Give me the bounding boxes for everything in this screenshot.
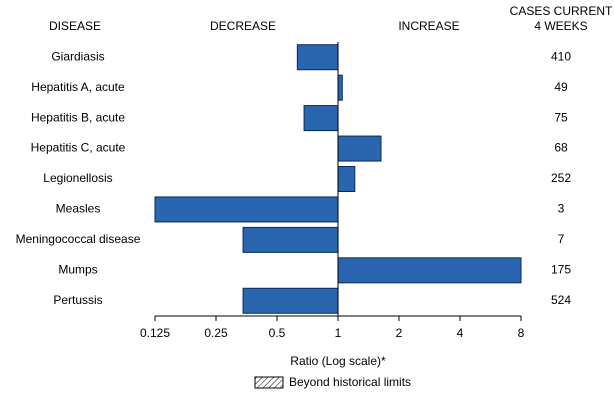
bar	[154, 196, 339, 223]
category-label: Mumps	[58, 263, 97, 277]
bar	[337, 166, 356, 192]
category-label: Hepatitis B, acute	[31, 110, 125, 124]
cases-value: 49	[554, 80, 568, 94]
x-axis-label: Ratio (Log scale)*	[290, 354, 386, 368]
header-decrease: DECREASE	[210, 19, 276, 33]
legend-label: Beyond historical limits	[289, 375, 411, 389]
category-label: Meningococcal disease	[16, 232, 141, 246]
cases-value: 410	[551, 49, 571, 63]
header-cases: CASES CURRENT	[510, 4, 613, 18]
category-label: Hepatitis A, acute	[31, 80, 125, 94]
category-label: Hepatitis C, acute	[31, 141, 126, 155]
x-tick-label: 0.125	[140, 326, 170, 340]
x-tick-label: 4	[457, 326, 464, 340]
bar	[242, 226, 339, 253]
bar	[303, 105, 339, 132]
bar	[337, 257, 522, 284]
x-tick-label: 1	[335, 326, 342, 340]
bar	[242, 287, 339, 314]
category-label: Pertussis	[53, 293, 102, 307]
x-tick-label: 0.25	[204, 326, 228, 340]
bar	[296, 44, 339, 71]
x-tick-label: 8	[518, 326, 525, 340]
bar	[337, 135, 382, 162]
x-tick-label: 0.5	[269, 326, 286, 340]
cases-value: 175	[551, 263, 571, 277]
cases-value: 68	[554, 141, 568, 155]
category-label: Giardiasis	[51, 49, 104, 63]
cases-value: 524	[551, 293, 571, 307]
header-disease: DISEASE	[49, 19, 101, 33]
cases-value: 252	[551, 171, 571, 185]
header-cases: 4 WEEKS	[534, 19, 587, 33]
category-label: Measles	[56, 202, 101, 216]
bar	[337, 74, 343, 101]
legend-swatch	[254, 376, 284, 389]
cases-value: 75	[554, 110, 568, 124]
category-label: Legionellosis	[43, 171, 112, 185]
cases-value: 3	[558, 202, 565, 216]
x-tick-label: 2	[396, 326, 403, 340]
header-increase: INCREASE	[398, 19, 459, 33]
cases-value: 7	[558, 232, 565, 246]
